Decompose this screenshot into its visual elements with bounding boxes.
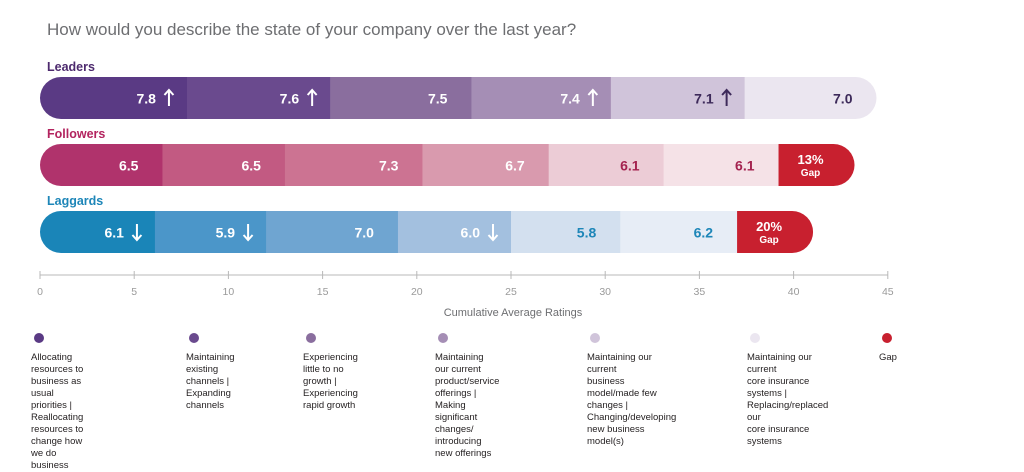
arrow-down-icon bbox=[487, 234, 499, 242]
arrow-down-icon bbox=[242, 234, 254, 242]
x-tick-label: 45 bbox=[882, 286, 894, 298]
x-tick-label: 20 bbox=[411, 286, 423, 298]
bar-segment bbox=[610, 77, 746, 119]
data-label: 6.0 bbox=[461, 225, 481, 241]
legend-label: Maintaining our current business model/m… bbox=[587, 352, 677, 447]
bar-segment bbox=[162, 144, 286, 186]
data-label: 6.5 bbox=[119, 158, 139, 174]
legend-swatch bbox=[306, 333, 316, 343]
x-tick-label: 25 bbox=[505, 286, 517, 298]
arrow-down-icon bbox=[131, 234, 143, 242]
bar-segment bbox=[40, 211, 156, 253]
bar-segment bbox=[663, 144, 780, 186]
row-label: Laggards bbox=[47, 194, 103, 208]
legend-swatch bbox=[189, 333, 199, 343]
data-label: 6.1 bbox=[620, 158, 640, 174]
chart-title: How would you describe the state of your… bbox=[47, 20, 577, 39]
data-label: 5.9 bbox=[216, 225, 236, 241]
x-tick-label: 0 bbox=[37, 286, 43, 298]
arrow-up-icon bbox=[587, 88, 599, 96]
x-tick-label: 5 bbox=[131, 286, 137, 298]
arrow-up-icon bbox=[163, 88, 175, 96]
legend-swatch bbox=[750, 333, 760, 343]
bar-segment bbox=[511, 211, 621, 253]
gap-segment bbox=[778, 144, 855, 186]
data-label: 6.2 bbox=[694, 225, 714, 241]
gap-segment bbox=[737, 211, 814, 253]
row-label: Leaders bbox=[47, 60, 95, 74]
x-tick-label: 30 bbox=[599, 286, 611, 298]
data-label: 7.3 bbox=[379, 158, 399, 174]
bar-segment bbox=[471, 77, 612, 119]
legend-swatch bbox=[882, 333, 892, 343]
data-label: 7.0 bbox=[354, 225, 374, 241]
legend-label: Experiencing little to no growth | Exper… bbox=[303, 352, 358, 411]
row-label: Followers bbox=[47, 127, 105, 141]
bar-segment bbox=[548, 144, 665, 186]
legend-label: Allocating resources to business as usua… bbox=[31, 352, 84, 471]
x-axis-title: Cumulative Average Ratings bbox=[444, 307, 583, 319]
bar-segment bbox=[284, 144, 423, 186]
legend-swatch bbox=[34, 333, 44, 343]
gap-label: Gap bbox=[801, 168, 820, 179]
bar-row bbox=[40, 144, 855, 186]
data-label: 5.8 bbox=[577, 225, 597, 241]
x-tick-label: 15 bbox=[317, 286, 329, 298]
data-label: 7.6 bbox=[280, 91, 300, 107]
bar-segment bbox=[40, 144, 163, 186]
bar-segment bbox=[330, 77, 472, 119]
bar-segment bbox=[744, 77, 877, 119]
legend-swatch bbox=[590, 333, 600, 343]
bar-segment bbox=[186, 77, 331, 119]
bar-segment bbox=[620, 211, 738, 253]
x-tick-label: 40 bbox=[788, 286, 800, 298]
legend-swatch bbox=[438, 333, 448, 343]
arrow-up-icon bbox=[721, 88, 732, 96]
bar-row bbox=[40, 77, 877, 119]
data-label: 7.1 bbox=[694, 91, 714, 107]
data-label: 7.8 bbox=[136, 91, 156, 107]
data-label: 7.0 bbox=[833, 91, 853, 107]
legend-label: Maintaining existing channels | Expandin… bbox=[186, 352, 235, 411]
stacked-bar-chart: Leaders 7.8 7.6 7.5 7.4 7.1 7.0 Followers 6.5 6.5… bbox=[37, 60, 894, 319]
bar-segment bbox=[266, 211, 399, 253]
data-label: 6.1 bbox=[735, 158, 755, 174]
data-label: 6.1 bbox=[104, 225, 124, 241]
x-tick-label: 35 bbox=[694, 286, 706, 298]
arrow-up-icon bbox=[306, 88, 318, 96]
data-label: 6.7 bbox=[505, 158, 525, 174]
gap-value: 20% bbox=[756, 219, 782, 234]
bar-segment bbox=[154, 211, 267, 253]
data-label: 6.5 bbox=[241, 158, 261, 174]
data-label: 7.5 bbox=[428, 91, 448, 107]
gap-label: Gap bbox=[759, 235, 778, 246]
x-tick-label: 10 bbox=[223, 286, 235, 298]
data-label: 7.4 bbox=[560, 91, 580, 107]
bar-segment bbox=[397, 211, 512, 253]
bar-segment bbox=[422, 144, 550, 186]
bar-segment bbox=[40, 77, 188, 119]
legend: Allocating resources to business as usua… bbox=[0, 333, 1024, 471]
gap-value: 13% bbox=[798, 152, 824, 167]
bar-row bbox=[40, 211, 814, 253]
legend-label: Maintaining our current product/service … bbox=[435, 352, 500, 459]
legend-label: Gap bbox=[879, 352, 897, 363]
legend-label: Maintaining our current core insurance s… bbox=[747, 352, 829, 447]
